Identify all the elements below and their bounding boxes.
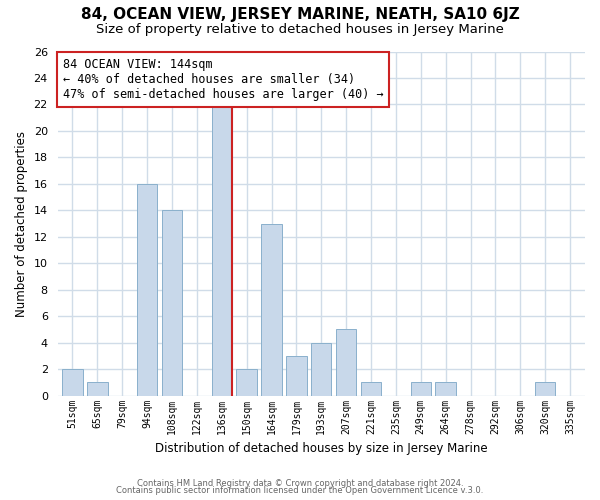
Text: Contains HM Land Registry data © Crown copyright and database right 2024.: Contains HM Land Registry data © Crown c… xyxy=(137,478,463,488)
Bar xyxy=(137,184,157,396)
Text: 84 OCEAN VIEW: 144sqm
← 40% of detached houses are smaller (34)
47% of semi-deta: 84 OCEAN VIEW: 144sqm ← 40% of detached … xyxy=(63,58,383,102)
Text: 84, OCEAN VIEW, JERSEY MARINE, NEATH, SA10 6JZ: 84, OCEAN VIEW, JERSEY MARINE, NEATH, SA… xyxy=(80,8,520,22)
Bar xyxy=(535,382,556,396)
Bar xyxy=(162,210,182,396)
Bar xyxy=(410,382,431,396)
Text: Size of property relative to detached houses in Jersey Marine: Size of property relative to detached ho… xyxy=(96,22,504,36)
Bar xyxy=(212,104,232,396)
Text: Contains public sector information licensed under the Open Government Licence v.: Contains public sector information licen… xyxy=(116,486,484,495)
Bar xyxy=(311,342,331,396)
Bar xyxy=(262,224,282,396)
X-axis label: Distribution of detached houses by size in Jersey Marine: Distribution of detached houses by size … xyxy=(155,442,488,455)
Bar xyxy=(361,382,381,396)
Bar xyxy=(236,369,257,396)
Bar xyxy=(62,369,83,396)
Bar xyxy=(336,330,356,396)
Bar xyxy=(436,382,456,396)
Bar xyxy=(286,356,307,396)
Bar xyxy=(87,382,107,396)
Y-axis label: Number of detached properties: Number of detached properties xyxy=(15,130,28,316)
